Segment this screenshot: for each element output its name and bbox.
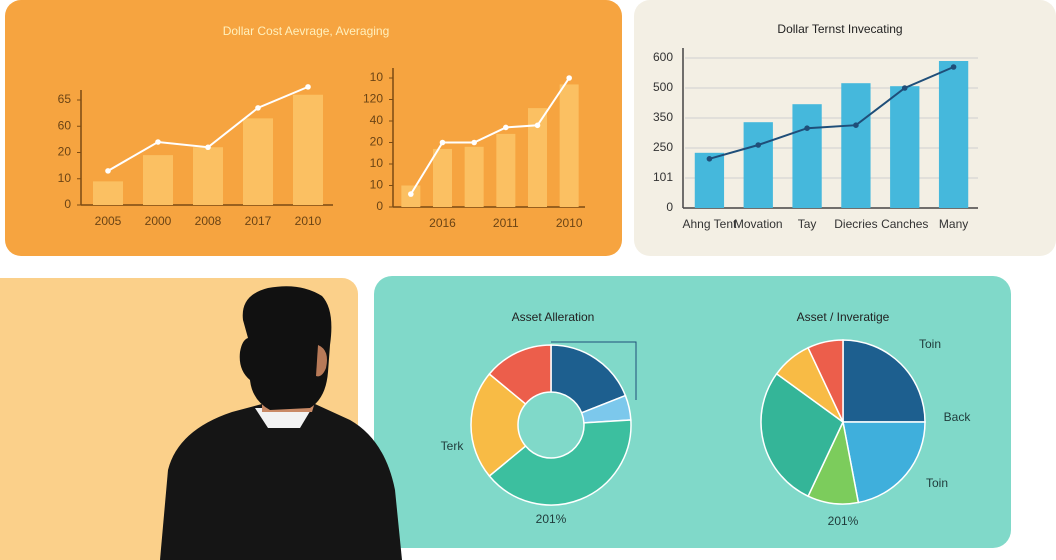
x-tick-label: 2010	[295, 214, 322, 228]
bar	[792, 104, 822, 208]
x-tick-label: 2011	[493, 216, 519, 230]
pie-slice	[842, 421, 926, 504]
y-tick-label: 10	[370, 178, 384, 192]
x-tick-label: Tay	[798, 217, 817, 231]
annotation: Toin	[926, 476, 948, 490]
line-point	[255, 105, 261, 111]
x-tick-label: 2010	[556, 216, 583, 230]
line-point	[408, 191, 414, 197]
y-tick-label: 0	[666, 200, 673, 214]
x-tick-label: 2008	[195, 214, 222, 228]
x-tick-label: 2000	[145, 214, 172, 228]
y-tick-label: 350	[653, 110, 673, 124]
line	[409, 77, 570, 195]
bar	[890, 86, 920, 208]
line-point	[755, 142, 762, 148]
bar	[293, 94, 323, 205]
x-tick-label: Canches	[881, 217, 928, 231]
y-tick-label: 40	[370, 113, 384, 127]
chart-title: Dollar Cost Aevrage, Averaging	[223, 24, 390, 38]
line-point	[503, 124, 509, 131]
annotation: 201%	[536, 512, 567, 526]
pie-slice	[807, 339, 844, 423]
chart-title: Asset Alleration	[512, 310, 595, 324]
line-point	[305, 84, 311, 90]
line-point	[534, 122, 541, 129]
line-point	[853, 122, 859, 128]
bar	[143, 155, 173, 205]
x-tick-label: 2016	[429, 216, 456, 230]
x-tick-label: Ahng Tent	[683, 217, 737, 231]
line-point	[901, 85, 908, 91]
x-tick-label: Diecries	[834, 217, 877, 231]
bar	[464, 146, 484, 207]
line-point	[950, 64, 957, 70]
y-tick-label: 65	[58, 92, 72, 106]
bar	[433, 148, 452, 207]
line-point	[706, 156, 713, 162]
y-tick-label: 120	[363, 92, 383, 106]
person-silhouette	[160, 286, 402, 560]
y-tick-label: 0	[376, 199, 383, 213]
pie-slice	[760, 372, 844, 498]
annotation: Toin	[919, 337, 941, 351]
bar	[938, 61, 969, 208]
bar	[694, 152, 725, 208]
y-tick-label: 10	[58, 171, 72, 185]
pie-slice	[470, 372, 527, 478]
y-tick-label: 20	[58, 145, 72, 159]
pie-slice	[842, 339, 926, 423]
line-point	[566, 75, 572, 81]
y-tick-label: 500	[653, 80, 673, 94]
bar	[93, 181, 123, 205]
bar	[559, 84, 579, 207]
chart-title: Asset / Inveratige	[797, 310, 890, 324]
x-tick-label: 2017	[245, 214, 272, 228]
bar	[743, 122, 773, 208]
y-tick-label: 600	[653, 50, 673, 64]
y-tick-label: 0	[64, 197, 71, 211]
bar	[496, 133, 516, 207]
line-point	[471, 139, 477, 146]
x-tick-label: Many	[939, 217, 968, 231]
bar	[193, 147, 223, 205]
pie-slice	[488, 344, 552, 406]
y-tick-label: 10	[370, 156, 384, 170]
y-tick-label: 250	[653, 140, 673, 154]
pie-slice	[550, 344, 627, 414]
annotation: Back	[944, 410, 972, 424]
chart-title: Dollar Ternst Invecating	[777, 22, 902, 36]
y-tick-label: 20	[370, 135, 384, 149]
annotation: Terk	[441, 439, 465, 453]
x-tick-label: 2005	[95, 214, 122, 228]
y-tick-label: 60	[58, 118, 72, 132]
line-point	[105, 168, 111, 174]
y-tick-label: 101	[653, 170, 673, 184]
line-point	[439, 139, 446, 146]
line	[709, 66, 954, 160]
bar	[528, 108, 547, 207]
pie-slice	[488, 419, 632, 506]
bar	[243, 118, 273, 205]
bar	[841, 83, 871, 208]
x-tick-label: Movation	[734, 217, 783, 231]
line-point	[205, 144, 211, 151]
line-point	[804, 125, 810, 131]
y-tick-label: 10	[370, 70, 384, 84]
line-point	[155, 139, 161, 145]
callout-line	[551, 341, 637, 400]
annotation: 201%	[828, 514, 859, 528]
